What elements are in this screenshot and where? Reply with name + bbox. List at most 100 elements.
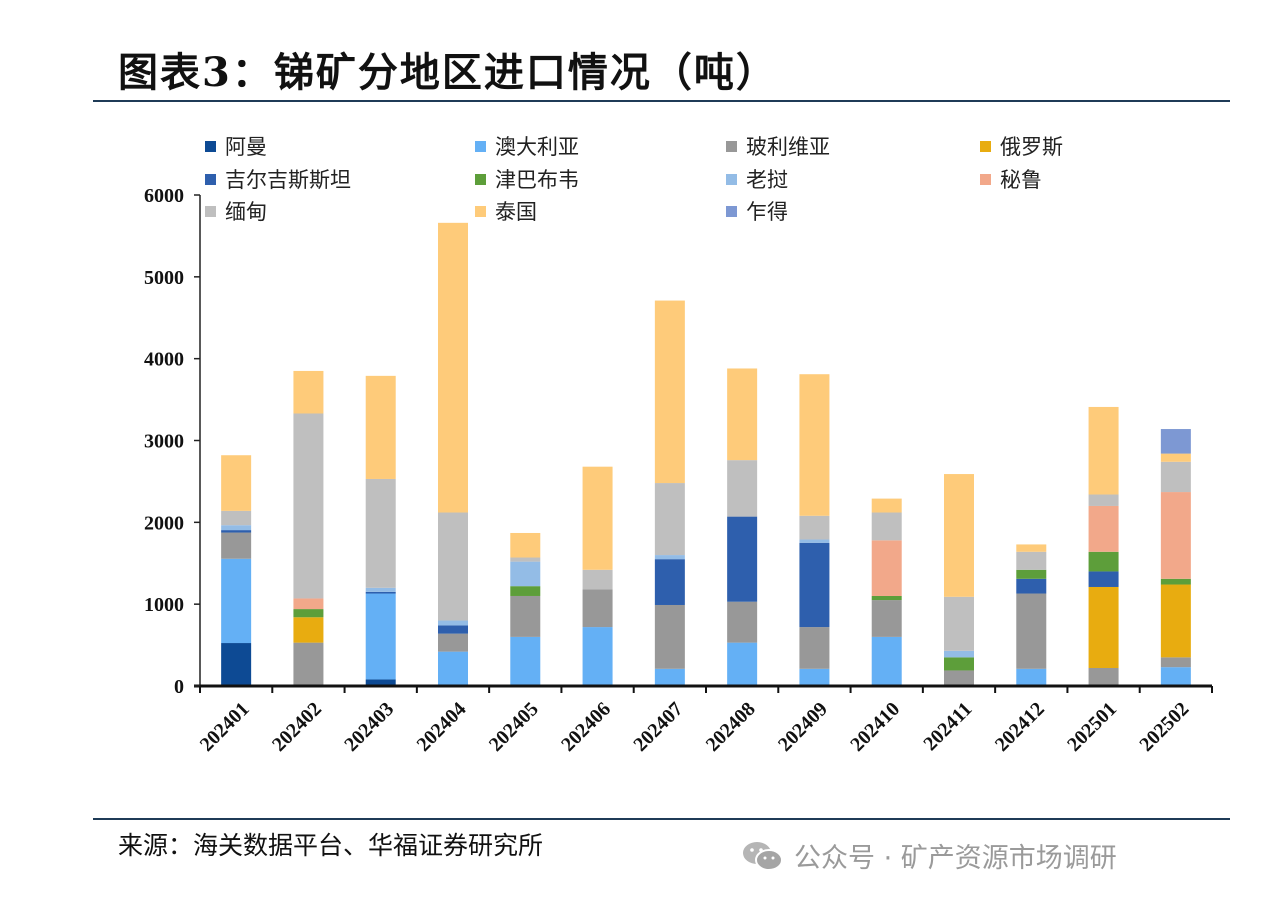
y-tick-label: 0 — [174, 676, 184, 698]
bar-segment-202412-1 — [1016, 668, 1047, 686]
legend-swatch — [726, 141, 737, 152]
x-tick-label: 202407 — [629, 698, 687, 756]
bar-segment-202410-9 — [871, 498, 902, 513]
legend-label: 秘鲁 — [1000, 168, 1042, 192]
watermark-text: 公众号 · 矿产资源市场调研 — [794, 843, 1117, 874]
legend-swatch — [475, 174, 486, 185]
bar-segment-202407-4 — [654, 559, 685, 605]
bar-segment-202404-1 — [438, 651, 468, 686]
bar-segment-202401-0 — [221, 643, 252, 686]
bar-segment-202502-8 — [1160, 461, 1191, 493]
legend-label: 玻利维亚 — [746, 135, 830, 159]
bar-segment-202402-2 — [293, 642, 324, 686]
bar-segment-202411-9 — [944, 474, 974, 597]
bar-segment-202501-3 — [1088, 586, 1119, 668]
bar-segment-202402-3 — [293, 617, 324, 643]
bar-segment-202501-2 — [1088, 667, 1119, 686]
bar-segment-202502-9 — [1160, 453, 1191, 462]
legend-item: 玻利维亚 — [726, 135, 830, 159]
legend-swatch — [726, 174, 737, 185]
legend-label: 阿曼 — [225, 135, 267, 159]
bar-segment-202404-4 — [438, 625, 468, 634]
legend-label: 吉尔吉斯斯坦 — [225, 168, 351, 192]
legend-item: 俄罗斯 — [980, 135, 1063, 159]
bar-segment-202406-8 — [582, 569, 613, 590]
bar-segment-202410-2 — [871, 600, 902, 637]
bar-segment-202403-8 — [365, 478, 396, 588]
bar-segment-202401-4 — [221, 530, 252, 533]
legend-label: 缅甸 — [225, 200, 267, 224]
legend-label: 老挝 — [746, 168, 788, 192]
legend-item: 吉尔吉斯斯坦 — [205, 168, 351, 192]
legend-swatch — [475, 141, 486, 152]
bar-segment-202404-6 — [438, 620, 468, 626]
footer-divider — [93, 818, 1230, 820]
bar-segment-202406-2 — [582, 589, 613, 628]
bar-segment-202405-9 — [510, 532, 541, 558]
y-tick-label: 3000 — [144, 431, 184, 453]
legend-swatch — [475, 206, 486, 217]
bar-segment-202405-6 — [510, 561, 541, 587]
x-tick-label: 202403 — [340, 698, 398, 756]
bar-segment-202402-5 — [293, 609, 324, 618]
bar-segment-202407-8 — [654, 483, 685, 556]
bar-segment-202408-2 — [727, 601, 758, 643]
source-note: 来源：海关数据平台、华福证券研究所 — [118, 831, 544, 860]
bar-segment-202403-1 — [365, 593, 396, 680]
bar-segment-202402-9 — [293, 370, 324, 414]
bar-segment-202502-1 — [1160, 667, 1191, 686]
watermark: 公众号 · 矿产资源市场调研 — [740, 836, 1117, 875]
x-tick-label: 202410 — [846, 698, 904, 756]
bar-segment-202502-3 — [1160, 584, 1191, 658]
bar-segment-202408-1 — [727, 642, 758, 686]
bar-segment-202407-9 — [654, 300, 685, 484]
legend-item: 乍得 — [726, 200, 788, 224]
bar-segment-202501-9 — [1088, 406, 1119, 495]
bar-segment-202410-8 — [871, 512, 902, 541]
bar-segment-202410-5 — [871, 595, 902, 601]
x-tick-label: 202411 — [919, 698, 976, 755]
bar-segment-202409-1 — [799, 668, 830, 686]
bar-segment-202501-7 — [1088, 505, 1119, 552]
bar-segment-202410-7 — [871, 540, 902, 596]
bar-segment-202406-1 — [582, 627, 613, 686]
bar-segment-202411-2 — [944, 670, 974, 686]
bar-segment-202405-1 — [510, 636, 541, 686]
bar-segment-202405-5 — [510, 586, 541, 596]
bar-segment-202502-2 — [1160, 657, 1191, 668]
legend-label: 俄罗斯 — [1000, 135, 1063, 159]
bar-segment-202407-2 — [654, 604, 685, 669]
wechat-icon — [740, 839, 786, 873]
bar-segment-202412-5 — [1016, 569, 1047, 579]
bar-segment-202401-6 — [221, 525, 252, 531]
y-tick-label: 4000 — [144, 349, 184, 371]
legend-swatch — [980, 141, 991, 152]
legend-swatch — [980, 174, 991, 185]
y-tick-label: 6000 — [144, 185, 184, 207]
x-tick-label: 202402 — [268, 698, 326, 756]
x-tick-label: 202408 — [702, 698, 760, 756]
x-tick-label: 202405 — [485, 698, 543, 756]
bar-segment-202408-4 — [727, 516, 758, 602]
x-tick-label: 202409 — [774, 698, 832, 756]
bar-segment-202402-7 — [293, 598, 324, 610]
bar-segment-202409-9 — [799, 374, 830, 516]
y-tick-label: 1000 — [144, 594, 184, 616]
bar-segment-202409-8 — [799, 515, 830, 540]
bar-segment-202412-4 — [1016, 578, 1047, 594]
bar-segment-202401-2 — [221, 532, 252, 559]
bar-segment-202405-8 — [510, 557, 541, 562]
bar-segment-202402-8 — [293, 413, 324, 599]
bar-segment-202407-1 — [654, 668, 685, 686]
legend-item: 缅甸 — [205, 200, 267, 224]
bars — [221, 222, 1191, 686]
bar-segment-202404-9 — [438, 222, 468, 513]
bar-segment-202404-2 — [438, 633, 468, 652]
legend-item: 阿曼 — [205, 135, 267, 159]
title-divider — [93, 100, 1230, 102]
y-tick-label: 2000 — [144, 512, 184, 534]
legend-swatch — [205, 174, 216, 185]
bar-segment-202412-8 — [1016, 551, 1047, 570]
x-tick-label: 202404 — [413, 698, 471, 756]
bar-segment-202401-9 — [221, 455, 252, 511]
